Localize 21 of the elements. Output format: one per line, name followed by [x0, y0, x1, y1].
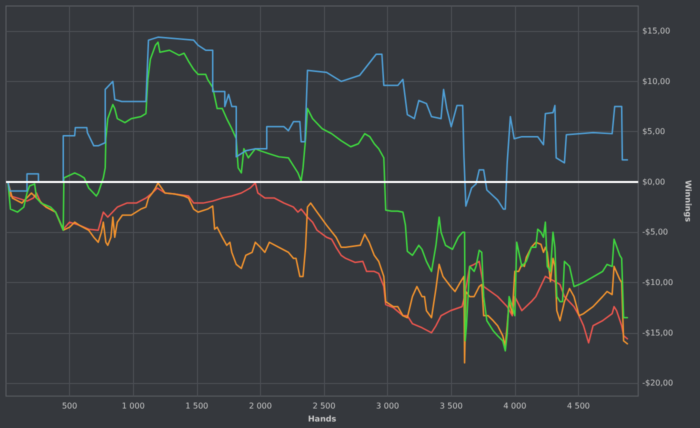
x-tick-label: 500 — [62, 402, 78, 411]
y-tick-label: -$15,00 — [642, 328, 674, 338]
x-tick-label: 2 500 — [312, 402, 336, 411]
y-tick-label: -$10,00 — [642, 278, 674, 287]
y-tick-label: $0,00 — [642, 177, 666, 186]
x-axis-title: Hands — [308, 414, 336, 424]
x-tick-label: 1 500 — [185, 402, 208, 411]
x-tick-label: 3 000 — [376, 402, 400, 411]
x-tick-label: 2 000 — [248, 402, 272, 411]
x-tick-label: 4 500 — [566, 402, 590, 411]
x-tick-label: 3 500 — [440, 402, 463, 411]
y-tick-label: -$5,00 — [642, 228, 668, 237]
y-tick-label: -$20,00 — [642, 378, 674, 388]
y-axis-title: Winnings — [684, 180, 692, 222]
line-series — [7, 41, 628, 352]
x-tick-label: 4 000 — [503, 402, 526, 411]
y-tick-label: $15,00 — [642, 26, 670, 36]
x-tick-label: 1 000 — [122, 402, 145, 411]
line-series — [7, 36, 628, 210]
y-tick-label: $10,00 — [642, 76, 670, 86]
y-tick-label: $5,00 — [642, 127, 666, 136]
